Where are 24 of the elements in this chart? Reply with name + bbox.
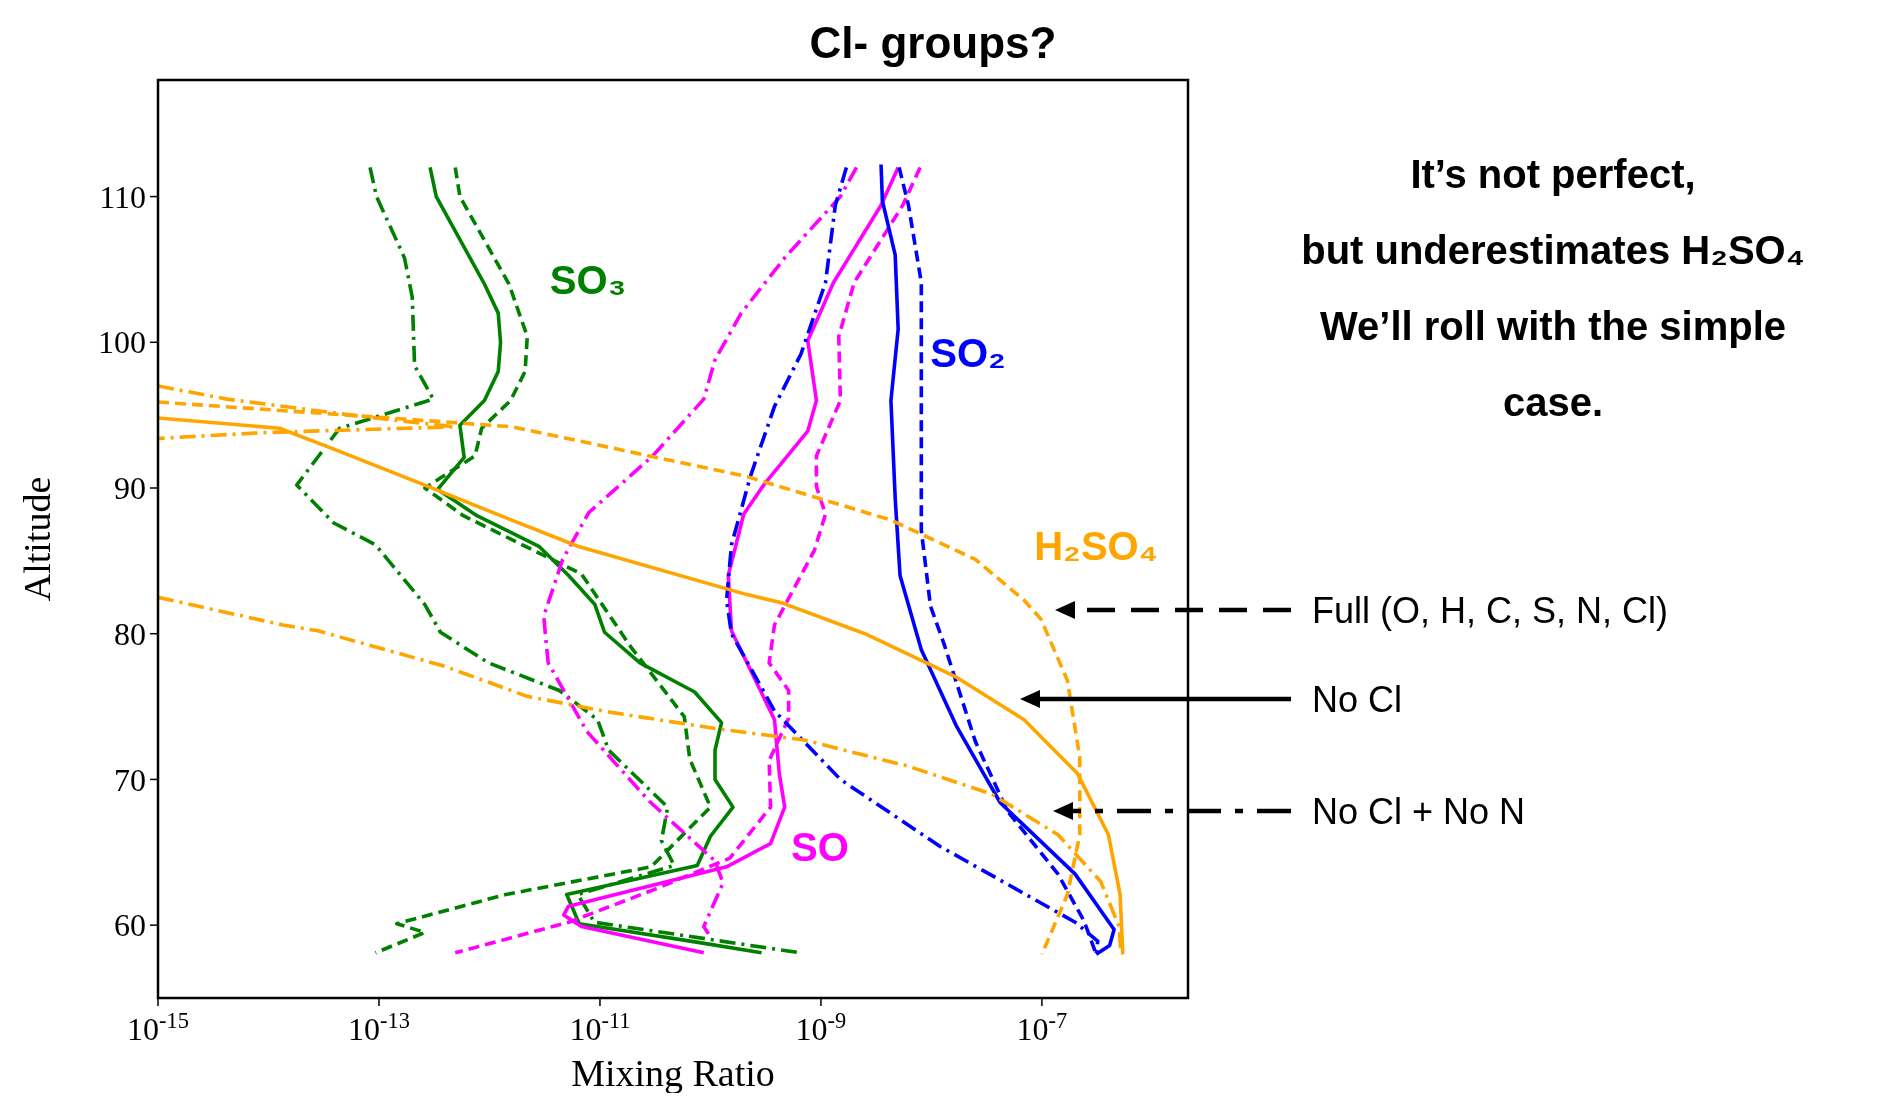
text: It’s not perfect,	[1410, 152, 1696, 196]
text: We’ll roll with the simple	[1320, 304, 1786, 348]
y-axis-title: Altitude	[16, 476, 58, 602]
series-label: SO	[791, 825, 849, 869]
text: Full (O, H, C, S, N, Cl)	[1312, 589, 1669, 631]
chart-title: Cl- groups?	[809, 18, 1057, 67]
x-tick-label: 10$^{-7}$	[1016, 1007, 1068, 1047]
y-tick-label: 100	[98, 324, 146, 361]
text: but underestimates H₂SO₄	[1301, 228, 1805, 272]
x-tick-label: 10$^{-11}$	[569, 1007, 631, 1047]
series-label: SO₃	[549, 258, 627, 302]
series-label: SO₂	[930, 331, 1006, 375]
text: No Cl + No N	[1312, 790, 1526, 832]
text: No Cl	[1312, 678, 1403, 720]
x-tick-label: 10$^{-15}$	[127, 1007, 189, 1047]
x-tick-label: 10$^{-13}$	[348, 1007, 410, 1047]
series-label: H₂SO₄	[1034, 524, 1158, 568]
y-tick-label: 60	[114, 907, 146, 944]
y-tick-label: 110	[99, 178, 146, 215]
y-tick-label: 90	[114, 470, 146, 507]
y-tick-label: 80	[114, 615, 146, 652]
x-tick-label: 10$^{-9}$	[795, 1007, 847, 1047]
y-tick-label: 70	[114, 761, 146, 798]
text: case.	[1502, 380, 1604, 424]
